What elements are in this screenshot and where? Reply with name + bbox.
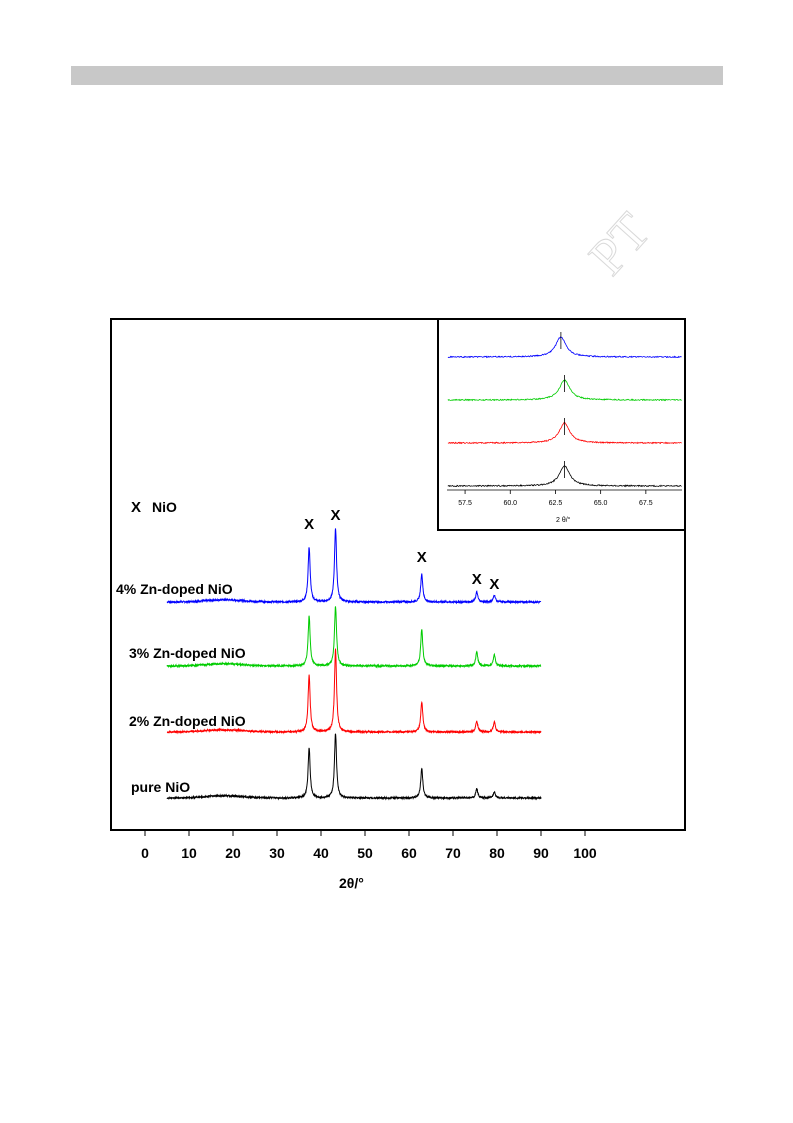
- main-series-group: [166, 528, 542, 801]
- inset-series-line-0: [447, 335, 682, 359]
- series-line-3: [166, 733, 542, 801]
- x-axis-label: 2θ/°: [339, 875, 364, 891]
- series-line-1: [166, 606, 542, 669]
- inset-series-group: [447, 332, 682, 488]
- inset-x-axis-label: 2 θ/°: [556, 516, 571, 524]
- legend-marker-symbol: X: [131, 499, 141, 516]
- x-tick-label-3: 30: [269, 845, 285, 861]
- inset-tick-label-4: 67.5: [639, 500, 653, 507]
- x-tick-label-5: 50: [357, 845, 373, 861]
- x-tick-label-0: 0: [141, 845, 149, 861]
- x-tick-label-9: 90: [533, 845, 549, 861]
- x-tick-label-4: 40: [313, 845, 329, 861]
- x-tick-label-7: 70: [445, 845, 461, 861]
- peak-marker-1: X: [331, 507, 341, 524]
- x-axis-ticks: 0 10 20 30 40 50 60 70 80 90 100: [141, 830, 597, 861]
- series-label-3pct: 3% Zn-doped NiO: [129, 645, 246, 661]
- x-tick-label-2: 20: [225, 845, 241, 861]
- series-line-2: [166, 648, 542, 735]
- series-label-pure: pure NiO: [131, 779, 190, 795]
- peak-marker-3: X: [472, 571, 482, 588]
- inset-tick-label-1: 60.0: [503, 500, 517, 507]
- x-tick-label-10: 100: [573, 845, 597, 861]
- main-labels-group: 4% Zn-doped NiO 3% Zn-doped NiO 2% Zn-do…: [116, 499, 246, 795]
- inset-tick-label-2: 62.5: [549, 500, 563, 507]
- series-label-4pct: 4% Zn-doped NiO: [116, 581, 233, 597]
- inset-x-axis-ticks: 57.5 60.0 62.5 65.0 67.5: [447, 489, 682, 507]
- series-line-0: [166, 528, 542, 605]
- x-tick-label-8: 80: [489, 845, 505, 861]
- header-bar: [71, 66, 723, 85]
- inset-frame: [437, 318, 686, 531]
- series-label-2pct: 2% Zn-doped NiO: [129, 713, 246, 729]
- inset-tick-label-3: 65.0: [594, 500, 608, 507]
- inset-tick-label-0: 57.5: [458, 500, 472, 507]
- plot-frame: [110, 318, 686, 831]
- peak-marker-0: X: [304, 516, 314, 533]
- legend-marker-label: NiO: [152, 499, 177, 515]
- peak-marker-4: X: [489, 576, 499, 593]
- x-tick-label-6: 60: [401, 845, 417, 861]
- peak-marker-2: X: [417, 549, 427, 566]
- x-tick-label-1: 10: [181, 845, 197, 861]
